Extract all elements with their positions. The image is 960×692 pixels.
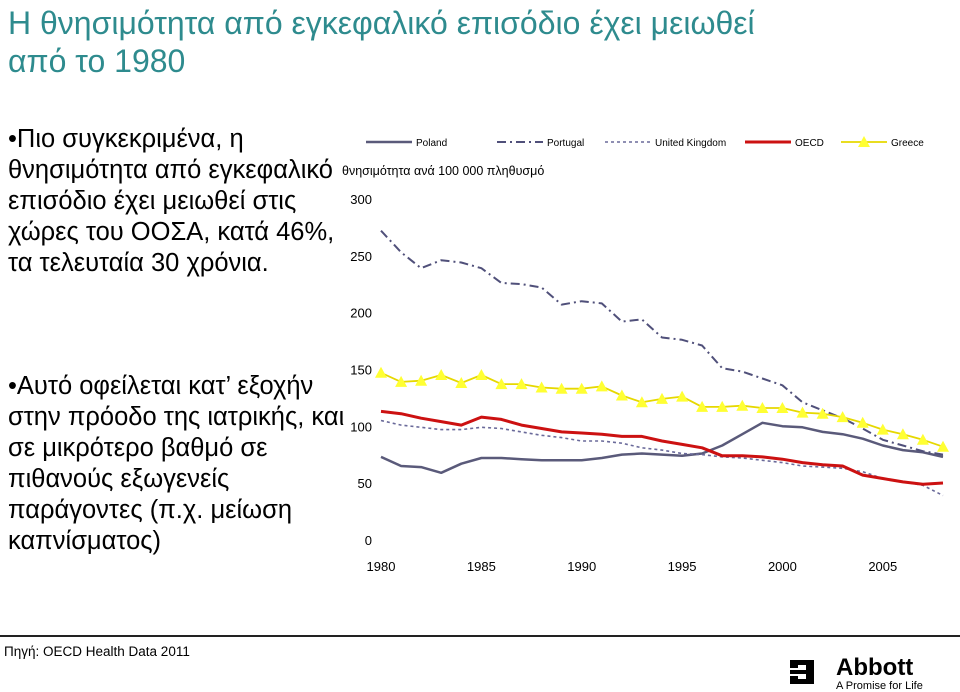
legend-label: OECD (795, 138, 824, 149)
data-point (495, 378, 508, 390)
data-point (816, 407, 829, 419)
data-point (736, 399, 749, 411)
abbott-logo-tagline: A Promise for Life (836, 680, 923, 692)
data-point (575, 382, 588, 394)
data-point (415, 374, 428, 386)
x-tick-label: 1980 (367, 559, 396, 574)
data-point (696, 400, 709, 412)
data-point (595, 380, 608, 392)
series-line (380, 371, 944, 448)
data-point (896, 428, 909, 440)
abbott-logo-icon (790, 660, 814, 684)
data-point (716, 400, 729, 412)
data-point (856, 416, 869, 428)
data-point (515, 378, 528, 390)
legend-marker (858, 136, 870, 147)
y-tick-label: 100 (350, 419, 372, 434)
data-point (555, 382, 568, 394)
x-tick-label: 2000 (768, 559, 797, 574)
data-point (836, 411, 849, 423)
legend-label: Poland (416, 138, 447, 149)
bullet-text-2: •Αυτό οφείλεται κατ’ εξοχήν στην πρόοδο … (8, 372, 345, 555)
data-point (876, 423, 889, 435)
data-point (635, 396, 648, 408)
y-tick-label: 250 (350, 249, 372, 264)
data-point (375, 366, 387, 378)
x-tick-label: 1995 (668, 559, 697, 574)
page-title: Η θνησιμότητα από εγκεφαλικό επισόδιο έχ… (8, 5, 755, 79)
data-point (615, 389, 628, 401)
data-point (776, 402, 789, 413)
bullet-text-1: •Πιο συγκεκριμένα, η θνησιμότητα από εγκ… (8, 125, 335, 277)
data-point (435, 369, 448, 380)
y-tick-label: 200 (350, 306, 372, 321)
data-point (475, 369, 488, 380)
x-tick-label: 1990 (567, 559, 596, 574)
series-line (380, 409, 944, 486)
y-tick-label: 150 (350, 363, 372, 378)
series-line (380, 230, 944, 456)
x-tick-label: 2005 (868, 559, 897, 574)
data-point (937, 440, 949, 452)
source-note: Πηγή: OECD Health Data 2011 (4, 644, 190, 659)
y-tick-label: 50 (358, 476, 372, 491)
abbott-logo: Abbott A Promise for Life (786, 654, 956, 692)
data-point (796, 406, 809, 418)
legend-label: Portugal (547, 138, 584, 149)
footer-divider (0, 635, 960, 637)
data-point (676, 390, 689, 402)
data-point (455, 377, 468, 388)
data-point (535, 381, 548, 393)
data-point (395, 375, 408, 387)
series-line (380, 419, 944, 497)
abbott-logo-name: Abbott (836, 654, 914, 681)
y-tick-label: 300 (350, 192, 372, 207)
data-point (756, 402, 769, 413)
legend-label: Greece (891, 138, 924, 149)
series-line (380, 421, 944, 475)
data-point (916, 433, 929, 445)
legend-label: United Kingdom (655, 138, 726, 149)
data-point (656, 392, 668, 404)
y-tick-label: 0 (365, 533, 372, 548)
y-axis-label: θνησιμότητα ανά 100 000 πληθυσμό (342, 164, 544, 178)
x-tick-label: 1985 (467, 559, 496, 574)
